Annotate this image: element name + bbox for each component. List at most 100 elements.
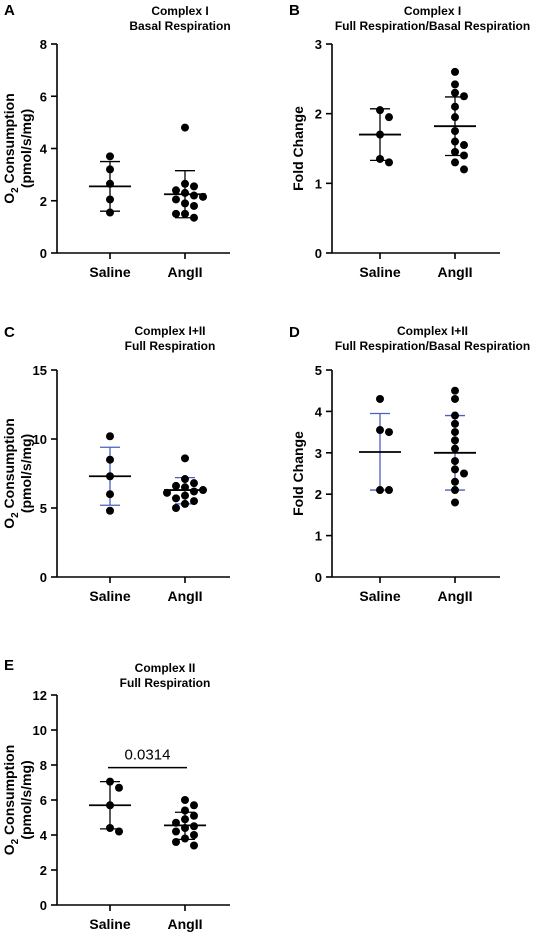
data-point (376, 426, 384, 435)
data-point (376, 486, 384, 495)
panel-letter: B (289, 2, 300, 19)
y-tick-label: 10 (33, 723, 47, 738)
data-point (172, 504, 180, 512)
y-tick-label: 1 (315, 176, 322, 191)
panel-letter: D (289, 324, 300, 341)
panel-letter: E (4, 657, 15, 674)
data-point (181, 806, 189, 815)
data-point (199, 192, 207, 201)
y-tick-label: 3 (315, 446, 322, 461)
data-point (181, 483, 189, 492)
data-point (181, 199, 189, 208)
data-point (460, 469, 468, 478)
data-point (451, 386, 459, 395)
x-category-label: AngII (168, 264, 203, 280)
panel-letter: C (4, 324, 15, 341)
data-point (106, 208, 114, 217)
data-point (451, 465, 459, 474)
data-point (190, 811, 198, 820)
data-point (451, 477, 459, 486)
data-point (181, 475, 189, 484)
panel-title: Complex I Basal Respiration (90, 4, 270, 34)
data-point (385, 113, 393, 122)
data-point (385, 428, 393, 437)
y-tick-label: 5 (315, 363, 322, 378)
data-point (451, 158, 459, 167)
y-axis-label: Fold Change (290, 106, 306, 191)
panel-letter: A (4, 2, 15, 19)
chart-plot: 0 5 10 15 Saline AngII O2 Consumption(pmol/s/m… (1, 363, 230, 604)
data-point (451, 102, 459, 111)
y-axis-label: O2 Consumption(pmol/s/mg) (1, 418, 34, 529)
data-point (181, 815, 189, 824)
panel-title: Complex I Full Respiration/Basal Respira… (315, 4, 550, 34)
chart-subtitle: Basal Respiration (129, 19, 231, 33)
y-tick-label: 12 (33, 688, 47, 703)
data-point (190, 822, 198, 831)
data-point (190, 201, 198, 210)
data-point (385, 486, 393, 495)
chart-plot: 0 1 2 3 Saline AngII Fold Change (290, 37, 500, 280)
data-point (460, 92, 468, 101)
data-point (199, 486, 207, 495)
y-tick-label: 8 (40, 758, 47, 773)
y-tick-label: 4 (40, 828, 48, 843)
x-category-label: Saline (89, 588, 130, 604)
data-point (190, 497, 198, 506)
y-tick-label: 0 (40, 570, 47, 585)
data-point (460, 141, 468, 150)
significance-label: 0.0314 (125, 747, 171, 764)
data-point (106, 506, 114, 515)
data-point (451, 428, 459, 437)
data-point (385, 158, 393, 167)
data-point (190, 191, 198, 200)
data-point (451, 394, 459, 403)
data-point (190, 801, 198, 810)
data-point (451, 419, 459, 428)
y-tick-label: 4 (40, 142, 48, 157)
y-tick-label: 2 (40, 863, 47, 878)
data-point (172, 494, 180, 503)
y-axis-label: Fold Change (290, 431, 306, 516)
data-point (451, 436, 459, 445)
chart-plot: 0 2 4 6 8 Saline AngII O2 Consumption(pmol/s/mg… (1, 37, 230, 280)
y-tick-label: 6 (40, 793, 47, 808)
data-point (376, 106, 384, 115)
data-point (190, 831, 198, 839)
chart-title: Complex I+II (134, 324, 206, 338)
data-point (172, 838, 180, 846)
data-point (172, 481, 180, 490)
x-category-label: Saline (89, 264, 130, 280)
panel-b: B Complex I Full Respiration/Basal Respi… (275, 0, 550, 300)
data-point (181, 123, 189, 132)
data-point (376, 154, 384, 163)
data-point (172, 827, 180, 836)
data-point (376, 394, 384, 403)
data-point (172, 186, 180, 195)
y-tick-label: 6 (40, 89, 47, 104)
data-point (181, 796, 189, 804)
y-tick-label: 10 (33, 432, 47, 447)
panel-a: A Complex I Basal Respiration 0 2 4 6 8 Salin… (0, 0, 275, 300)
data-point (451, 411, 459, 420)
data-point (460, 151, 468, 160)
y-axis-label: O2 Consumption(pmol/s/mg) (1, 93, 34, 204)
panel-c: C Complex I+II Full Respiration 0 5 10 15 Sa… (0, 322, 275, 622)
data-point (106, 165, 114, 174)
panel-e: E Complex II Full Respiration 0 2 4 6 8 10 12 S… (0, 655, 275, 937)
x-category-label: AngII (168, 588, 203, 604)
y-tick-label: 0 (40, 246, 47, 261)
y-tick-label: 8 (40, 37, 47, 52)
chart-title: Complex I (403, 4, 462, 18)
data-point (106, 195, 114, 204)
data-point (181, 179, 189, 188)
data-point (190, 487, 198, 496)
y-tick-label: 3 (315, 37, 322, 52)
data-point (106, 472, 114, 481)
chart-subtitle: Full Respiration (124, 339, 216, 353)
x-category-label: Saline (359, 264, 400, 280)
y-tick-label: 15 (33, 363, 47, 378)
data-point (106, 152, 114, 161)
data-point (181, 499, 189, 508)
data-point (115, 827, 123, 836)
